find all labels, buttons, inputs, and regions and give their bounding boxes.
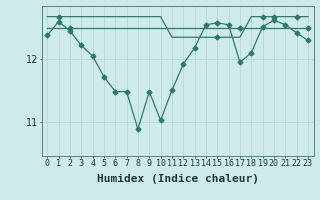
X-axis label: Humidex (Indice chaleur): Humidex (Indice chaleur) xyxy=(97,174,259,184)
